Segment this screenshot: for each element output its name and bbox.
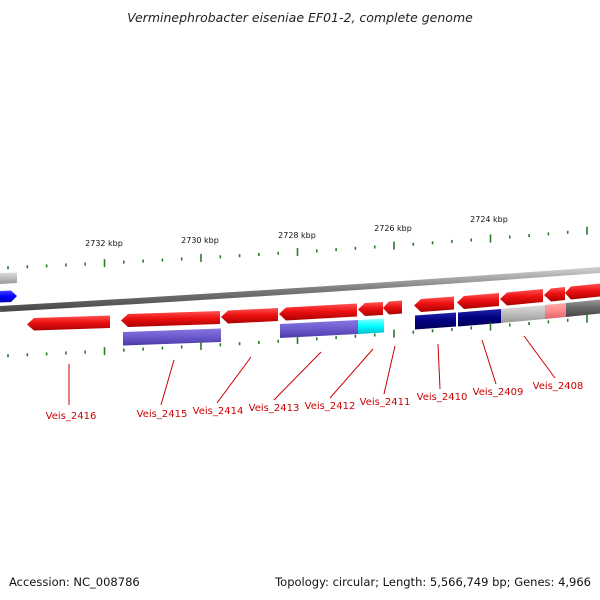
gene-arrow-small-b[interactable] xyxy=(565,283,600,300)
category-box-veis-2409[interactable] xyxy=(458,309,501,327)
gene-arrow-veis-2415[interactable] xyxy=(121,311,220,327)
gene-arrow-veis-2410[interactable] xyxy=(414,296,454,313)
leader-veis-2409 xyxy=(481,339,497,385)
gene-label-veis-2412[interactable]: Veis_2412 xyxy=(305,401,356,412)
scale-label-2726: 2726 kbp xyxy=(374,224,412,233)
category-box-veis-2410[interactable] xyxy=(415,312,456,330)
category-track xyxy=(123,299,600,346)
category-box-veis-2413[interactable] xyxy=(280,320,358,338)
scale-label-2724: 2724 kbp xyxy=(470,215,508,224)
genome-backbone xyxy=(0,267,600,312)
gene-feature-outer-blue[interactable] xyxy=(0,290,17,303)
inner-tick-track xyxy=(7,314,588,358)
gene-arrow-veis-2413[interactable] xyxy=(279,303,357,321)
gene-arrow-veis-2408[interactable] xyxy=(500,289,543,306)
gene-arrow-veis-2412[interactable] xyxy=(358,302,383,316)
scale-label-2730: 2730 kbp xyxy=(181,236,219,245)
gene-arrow-veis-2416[interactable] xyxy=(27,315,110,331)
leader-veis-2415 xyxy=(160,359,175,406)
category-box-veis-2408[interactable] xyxy=(545,303,566,319)
gene-label-veis-2414[interactable]: Veis_2414 xyxy=(193,406,244,417)
leader-veis-2410 xyxy=(437,343,441,390)
scale-label-2728: 2728 kbp xyxy=(278,231,316,240)
category-box-veis-2409b[interactable] xyxy=(501,305,545,323)
label-leaders xyxy=(68,335,556,406)
leader-veis-2413 xyxy=(273,351,322,401)
gene-arrow-veis-2409[interactable] xyxy=(457,293,499,309)
gene-arrow-veis-2414[interactable] xyxy=(221,308,278,324)
gene-feature-outer-grey[interactable] xyxy=(0,272,17,285)
category-box-veis-2415[interactable] xyxy=(123,328,221,346)
scale-label-2732: 2732 kbp xyxy=(85,239,123,248)
gene-label-veis-2409[interactable]: Veis_2409 xyxy=(473,387,524,398)
gene-label-veis-2411[interactable]: Veis_2411 xyxy=(360,397,411,408)
gene-label-veis-2410[interactable]: Veis_2410 xyxy=(417,392,468,403)
gene-label-veis-2415[interactable]: Veis_2415 xyxy=(137,409,188,420)
leader-veis-2411 xyxy=(383,345,396,395)
gene-label-veis-2413[interactable]: Veis_2413 xyxy=(249,403,300,414)
accession-text: Accession: NC_008786 xyxy=(9,575,140,589)
gene-label-veis-2408[interactable]: Veis_2408 xyxy=(533,381,584,392)
gene-track-red xyxy=(27,283,600,331)
leader-veis-2412 xyxy=(329,348,374,399)
gene-arrow-veis-2411[interactable] xyxy=(383,300,402,315)
outer-tick-track xyxy=(7,226,588,270)
leader-veis-2414 xyxy=(216,356,252,404)
gene-label-veis-2416[interactable]: Veis_2416 xyxy=(46,411,97,422)
genome-summary-text: Topology: circular; Length: 5,566,749 bp… xyxy=(274,575,591,589)
leader-veis-2408 xyxy=(523,335,556,379)
category-box-dark[interactable] xyxy=(566,299,600,318)
category-box-veis-2412[interactable] xyxy=(358,318,384,335)
map-title: Verminephrobacter eiseniae EF01-2, compl… xyxy=(127,10,473,25)
gene-arrow-small-a[interactable] xyxy=(544,287,565,302)
